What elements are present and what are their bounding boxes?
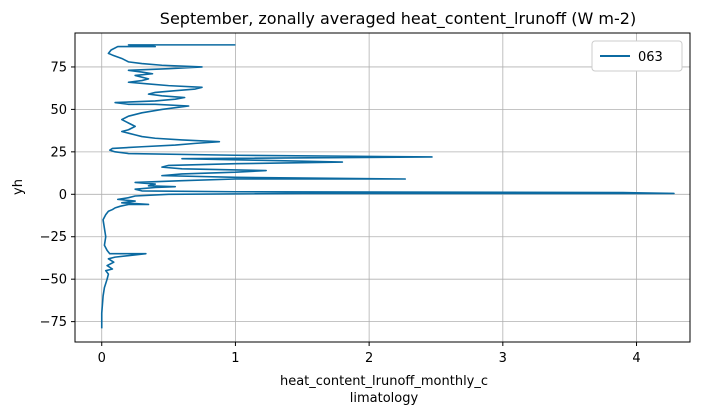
x-axis-label-line2: limatology [350, 391, 419, 406]
series-layer [100, 44, 675, 329]
chart-title: September, zonally averaged heat_content… [160, 9, 636, 29]
series-line-063 [100, 44, 675, 329]
x-tick-label: 0 [98, 351, 106, 366]
x-tick-label: 3 [499, 351, 507, 366]
y-tick-label: −50 [40, 273, 67, 288]
y-axis-ticks: −75 −50 −25 0 25 50 75 [40, 60, 75, 330]
plot-frame [74, 32, 691, 343]
legend-box [591, 40, 683, 72]
y-tick-label: 50 [50, 103, 67, 118]
x-axis-label-line1: heat_content_lrunoff_monthly_c [280, 374, 488, 389]
y-tick-label: −25 [40, 230, 67, 245]
x-tick-label: 1 [231, 351, 239, 366]
legend: 063 [591, 40, 683, 72]
y-tick-label: 0 [59, 188, 67, 203]
legend-label: 063 [638, 50, 663, 65]
y-tick-label: −75 [40, 315, 67, 330]
y-tick-label: 75 [50, 60, 67, 75]
x-tick-label: 4 [632, 351, 640, 366]
x-tick-label: 2 [365, 351, 373, 366]
y-tick-label: 25 [50, 145, 67, 160]
y-axis-label: yh [11, 179, 26, 195]
x-axis-ticks: 0 1 2 3 4 [98, 342, 641, 366]
